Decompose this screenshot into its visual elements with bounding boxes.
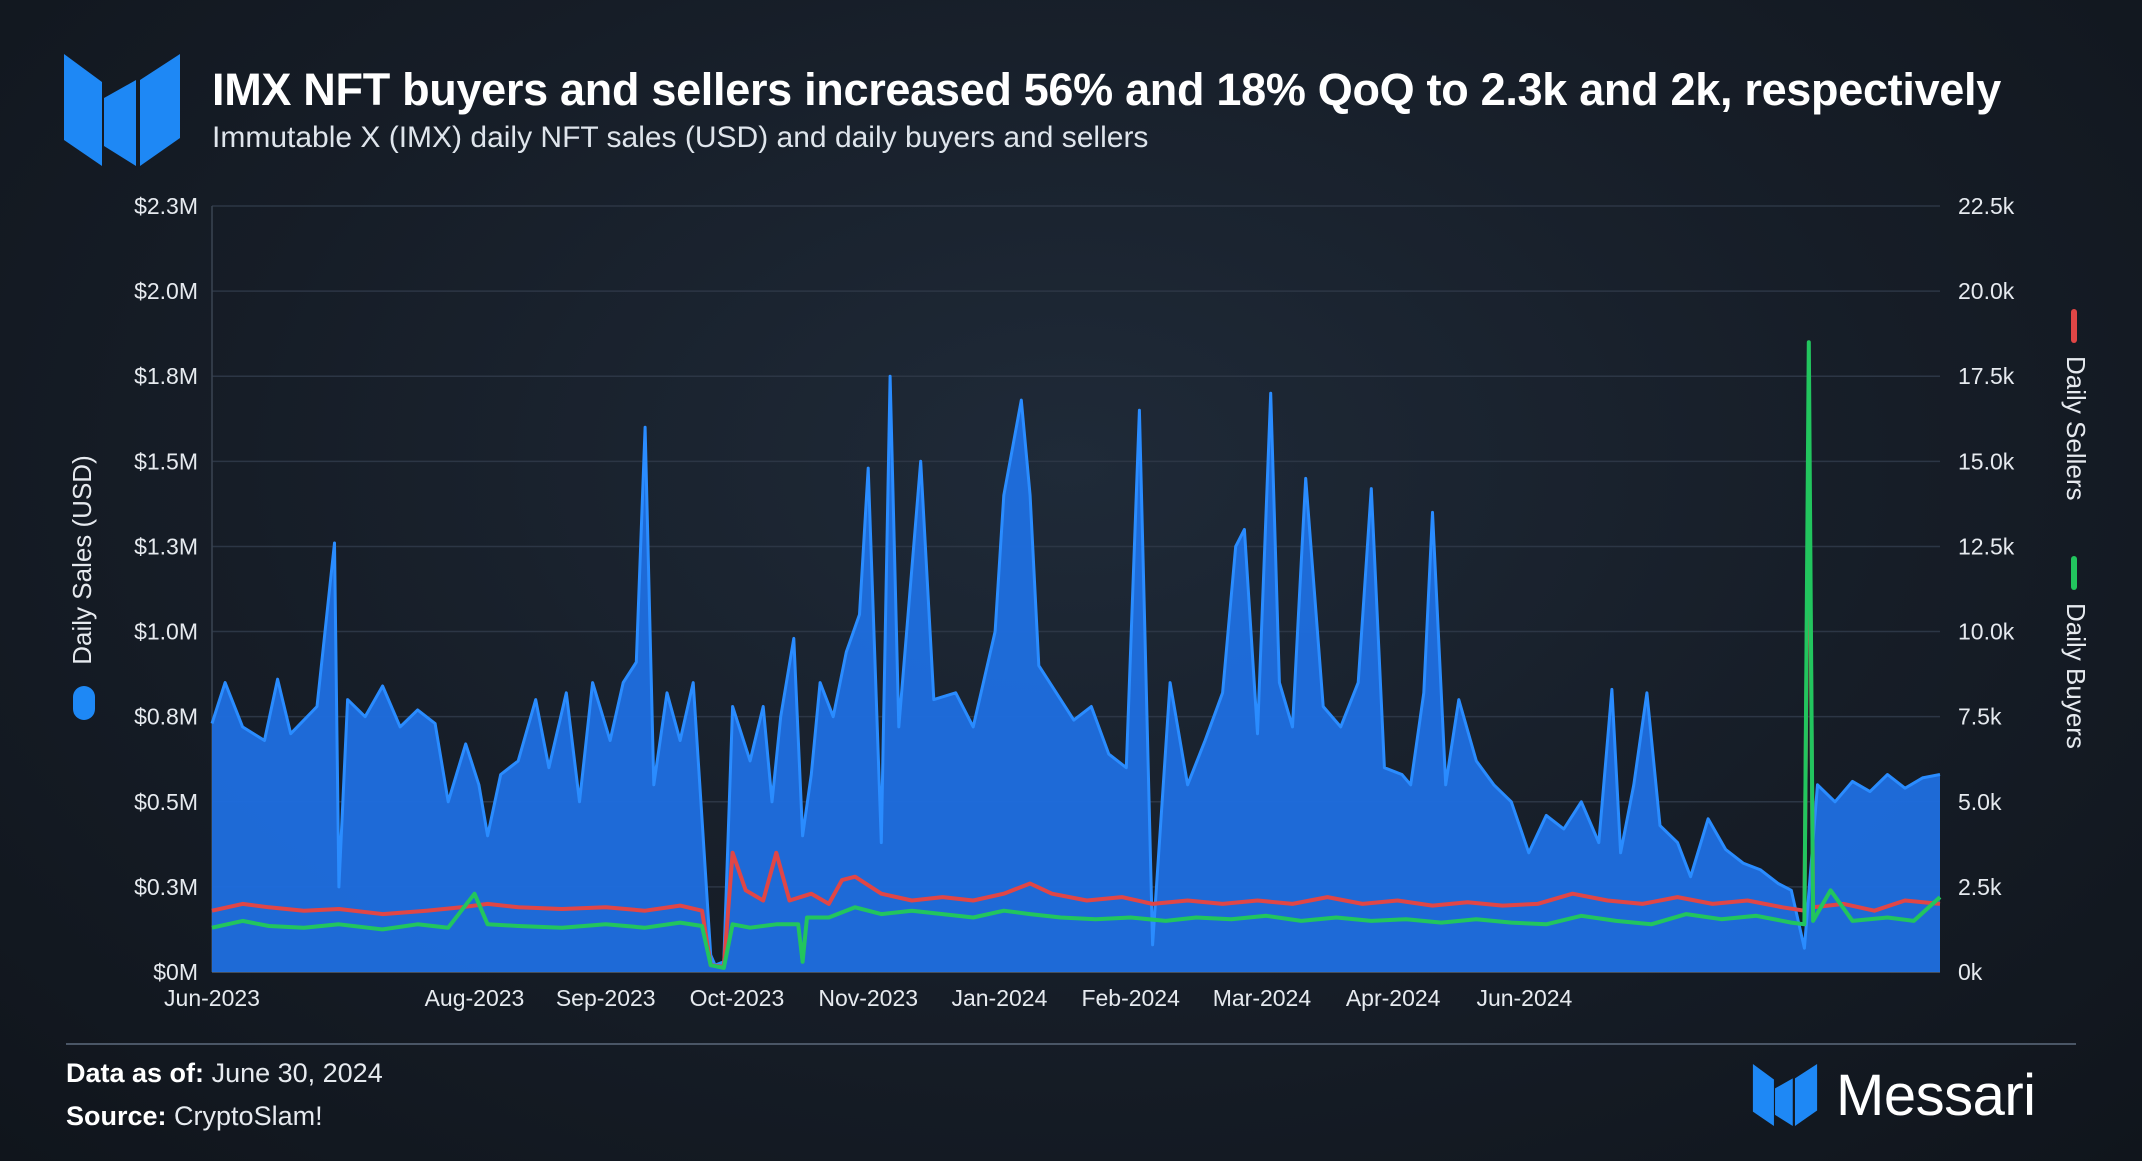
logo-bar-left	[64, 54, 102, 166]
y-left-tick-label: $0M	[153, 959, 198, 985]
source-value: CryptoSlam!	[174, 1101, 323, 1131]
y-right-tick-label: 2.5k	[1958, 874, 2002, 900]
y-right-tick-label: 15.0k	[1958, 448, 2015, 474]
y-axis-right-title-sellers: Daily Sellers	[2061, 356, 2091, 501]
y-axis-right-title-buyers: Daily Buyers	[2061, 603, 2091, 749]
y-left-tick-label: $2.0M	[134, 278, 198, 304]
brand-bar-right	[1794, 1064, 1818, 1126]
y-left-tick-label: $1.3M	[134, 533, 198, 559]
legend-swatch-buyers	[2071, 556, 2077, 590]
y-right-tick-label: 5.0k	[1958, 789, 2002, 815]
sales-area-outline	[210, 374, 1941, 967]
x-tick-label: Jun-2023	[164, 985, 260, 1011]
data-as-of: Data as of: June 30, 2024	[66, 1058, 383, 1089]
sales-area-layer	[210, 374, 1941, 972]
x-tick-label: Sep-2023	[556, 985, 656, 1011]
x-tick-label: Oct-2023	[690, 985, 785, 1011]
brand-lockup: Messari	[1752, 1062, 2036, 1128]
y-axis-left-title: Daily Sales (USD)	[67, 455, 97, 665]
logo-bar-mid	[104, 80, 136, 166]
y-right-tick-label: 0k	[1958, 959, 1983, 985]
x-tick-label: Apr-2024	[1346, 985, 1441, 1011]
y-axis-right-ticks: 0k 2.5k 5.0k 7.5k 10.0k 12.5k 15.0k 17.5k 20.0k 2…	[1958, 193, 2015, 985]
source-label: Source:	[66, 1101, 167, 1131]
left-axis-title-group: Daily Sales (USD)	[67, 455, 97, 665]
brand-name: Messari	[1836, 1062, 2036, 1128]
y-right-tick-label: 17.5k	[1958, 363, 2015, 389]
right-axis-title-buyers-group: Daily Buyers	[2061, 603, 2091, 749]
y-right-tick-label: 22.5k	[1958, 193, 2015, 219]
x-tick-label: Aug-2023	[425, 985, 525, 1011]
chart-subtitle: Immutable X (IMX) daily NFT sales (USD) …	[212, 121, 1149, 154]
right-axis-title-sellers-group: Daily Sellers	[2061, 356, 2091, 501]
y-left-tick-label: $0.8M	[134, 704, 198, 730]
sales-area	[212, 376, 1940, 972]
y-left-tick-label: $1.8M	[134, 363, 198, 389]
x-tick-label: Nov-2023	[818, 985, 918, 1011]
legend-swatch-sellers	[2071, 309, 2077, 343]
y-right-tick-label: 12.5k	[1958, 533, 2015, 559]
x-tick-label: Jan-2024	[951, 985, 1047, 1011]
y-right-tick-label: 20.0k	[1958, 278, 2015, 304]
y-left-tick-label: $1.5M	[134, 448, 198, 474]
y-left-tick-label: $0.3M	[134, 874, 198, 900]
data-as-of-value: June 30, 2024	[211, 1058, 383, 1088]
buyers-line	[211, 340, 1942, 970]
y-left-tick-label: $1.0M	[134, 619, 198, 645]
legend-swatch-sales	[73, 686, 95, 720]
y-left-tick-label: $0.5M	[134, 789, 198, 815]
y-axis-left-ticks: $0M $0.3M $0.5M $0.8M $1.0M $1.3M $1.5M $1.8M $2…	[134, 193, 198, 985]
brand-bar-mid	[1775, 1078, 1793, 1126]
count-lines-layer	[211, 340, 1942, 970]
footer-divider	[66, 1043, 2076, 1045]
x-tick-label: Mar-2024	[1213, 985, 1312, 1011]
logo-bar-right	[140, 54, 180, 166]
source-note: Source: CryptoSlam!	[66, 1101, 323, 1132]
chart-area: $0M $0.3M $0.5M $0.8M $1.0M $1.3M $1.5M $1.8M $2…	[67, 193, 2091, 1011]
messari-brand-icon	[1752, 1064, 1818, 1126]
chart-title: IMX NFT buyers and sellers increased 56%…	[212, 64, 2001, 115]
x-tick-label: Jun-2024	[1476, 985, 1572, 1011]
data-as-of-label: Data as of:	[66, 1058, 205, 1088]
y-right-tick-label: 10.0k	[1958, 619, 2015, 645]
x-tick-label: Feb-2024	[1081, 985, 1180, 1011]
x-axis-ticks: Jun-2023 Aug-2023 Sep-2023 Oct-2023 Nov-2023…	[164, 985, 1573, 1011]
y-right-tick-label: 7.5k	[1958, 704, 2002, 730]
messari-logo-icon	[64, 54, 180, 166]
y-left-tick-label: $2.3M	[134, 193, 198, 219]
brand-bar-left	[1752, 1064, 1774, 1126]
sellers-line	[211, 408, 1941, 969]
